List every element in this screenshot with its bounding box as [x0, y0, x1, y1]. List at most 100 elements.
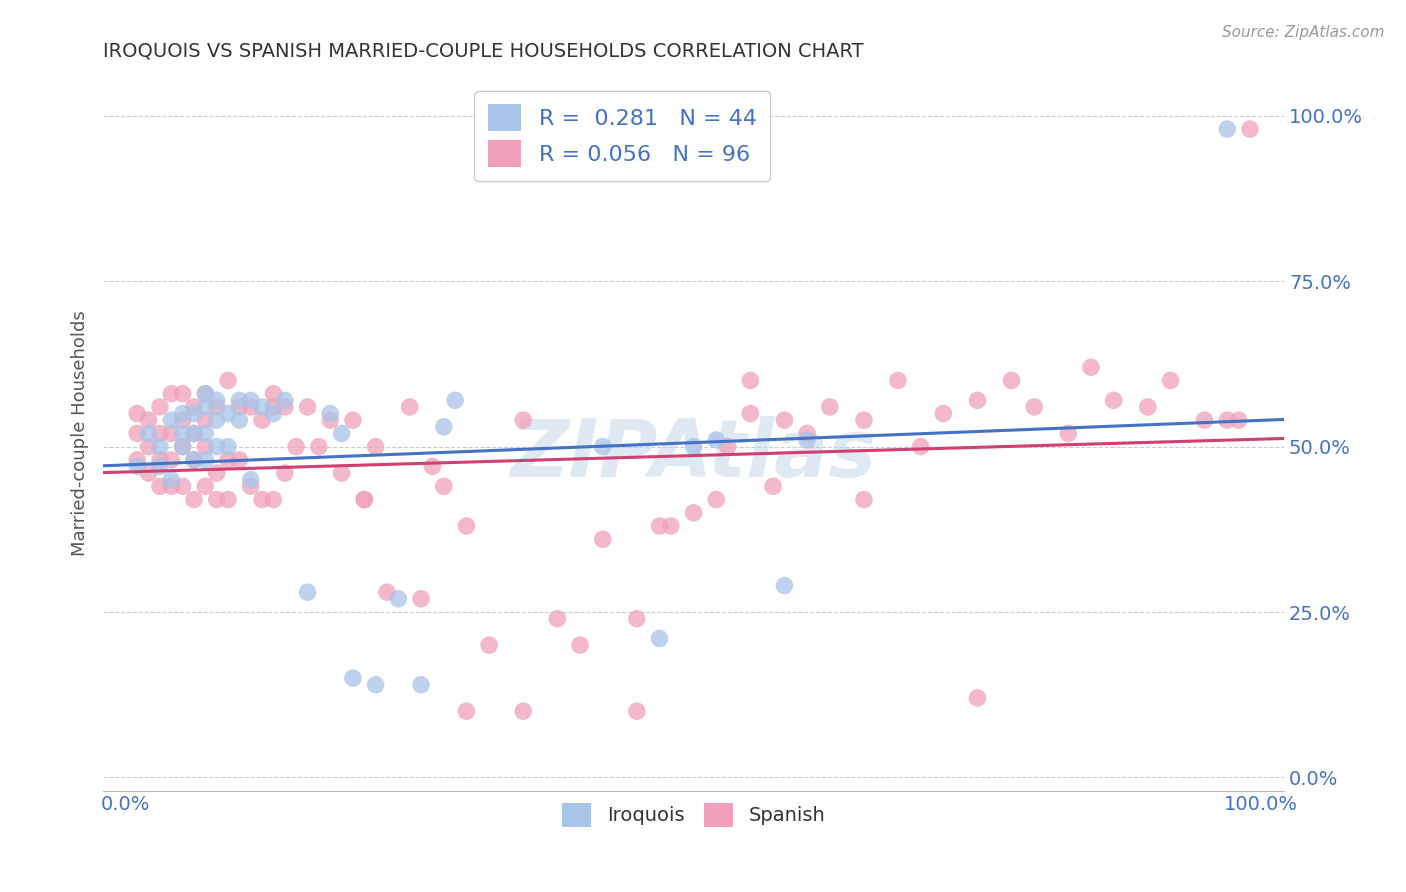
Point	[1136, 400, 1159, 414]
Point	[409, 678, 432, 692]
Point	[910, 440, 932, 454]
Point	[297, 585, 319, 599]
Point	[932, 407, 955, 421]
Point	[353, 492, 375, 507]
Point	[138, 466, 160, 480]
Point	[398, 400, 420, 414]
Point	[194, 440, 217, 454]
Point	[183, 453, 205, 467]
Legend: Iroquois, Spanish: Iroquois, Spanish	[554, 795, 832, 835]
Point	[149, 479, 172, 493]
Point	[138, 413, 160, 427]
Point	[239, 479, 262, 493]
Point	[762, 479, 785, 493]
Point	[1102, 393, 1125, 408]
Point	[250, 413, 273, 427]
Point	[592, 440, 614, 454]
Point	[160, 453, 183, 467]
Point	[319, 413, 342, 427]
Text: IROQUOIS VS SPANISH MARRIED-COUPLE HOUSEHOLDS CORRELATION CHART: IROQUOIS VS SPANISH MARRIED-COUPLE HOUSE…	[103, 42, 863, 61]
Point	[149, 440, 172, 454]
Point	[512, 413, 534, 427]
Point	[194, 413, 217, 427]
Point	[569, 638, 592, 652]
Text: Source: ZipAtlas.com: Source: ZipAtlas.com	[1222, 25, 1385, 40]
Point	[183, 492, 205, 507]
Point	[160, 473, 183, 487]
Point	[172, 440, 194, 454]
Point	[205, 466, 228, 480]
Point	[172, 426, 194, 441]
Point	[592, 533, 614, 547]
Point	[138, 426, 160, 441]
Point	[682, 506, 704, 520]
Point	[648, 632, 671, 646]
Point	[217, 407, 239, 421]
Point	[183, 453, 205, 467]
Point	[659, 519, 682, 533]
Point	[127, 459, 149, 474]
Point	[456, 704, 478, 718]
Point	[444, 393, 467, 408]
Point	[172, 386, 194, 401]
Point	[796, 426, 818, 441]
Point	[773, 413, 796, 427]
Point	[626, 612, 648, 626]
Point	[127, 426, 149, 441]
Point	[205, 440, 228, 454]
Point	[704, 492, 727, 507]
Point	[1024, 400, 1046, 414]
Point	[217, 374, 239, 388]
Point	[228, 413, 250, 427]
Point	[194, 479, 217, 493]
Point	[478, 638, 501, 652]
Point	[285, 440, 308, 454]
Point	[228, 400, 250, 414]
Point	[228, 393, 250, 408]
Point	[194, 453, 217, 467]
Point	[342, 671, 364, 685]
Point	[433, 419, 456, 434]
Point	[330, 466, 353, 480]
Point	[138, 440, 160, 454]
Point	[194, 400, 217, 414]
Point	[205, 413, 228, 427]
Point	[364, 678, 387, 692]
Point	[274, 400, 297, 414]
Point	[172, 413, 194, 427]
Point	[422, 459, 444, 474]
Point	[682, 440, 704, 454]
Point	[1194, 413, 1216, 427]
Point	[1216, 413, 1239, 427]
Point	[172, 407, 194, 421]
Point	[149, 426, 172, 441]
Point	[217, 440, 239, 454]
Point	[172, 440, 194, 454]
Point	[262, 492, 284, 507]
Point	[342, 413, 364, 427]
Point	[217, 492, 239, 507]
Point	[818, 400, 841, 414]
Point	[353, 492, 375, 507]
Point	[127, 453, 149, 467]
Point	[648, 519, 671, 533]
Point	[149, 459, 172, 474]
Point	[1159, 374, 1181, 388]
Point	[330, 426, 353, 441]
Point	[217, 453, 239, 467]
Point	[308, 440, 330, 454]
Point	[205, 400, 228, 414]
Point	[387, 591, 409, 606]
Point	[228, 453, 250, 467]
Point	[262, 400, 284, 414]
Point	[375, 585, 398, 599]
Point	[262, 407, 284, 421]
Point	[274, 393, 297, 408]
Point	[183, 407, 205, 421]
Point	[1227, 413, 1250, 427]
Point	[1080, 360, 1102, 375]
Point	[887, 374, 910, 388]
Point	[250, 400, 273, 414]
Point	[160, 426, 183, 441]
Point	[1239, 122, 1261, 136]
